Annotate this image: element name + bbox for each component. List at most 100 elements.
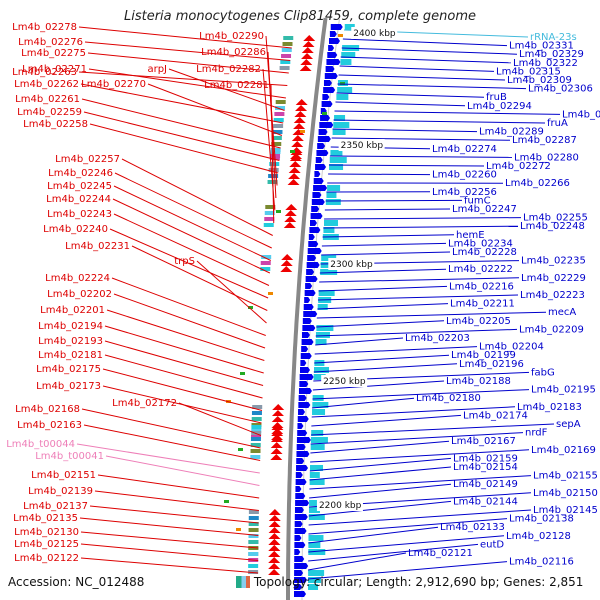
feature-band-mark (275, 106, 286, 110)
forward-gene-mark (270, 442, 283, 448)
reverse-gene-mark (298, 402, 311, 408)
forward-gene-mark (268, 545, 281, 551)
reverse-gene-mark (296, 465, 309, 471)
forward-gene-mark (287, 179, 300, 185)
label-leaders (76, 26, 561, 580)
reverse-gene-mark (324, 73, 338, 79)
leader-line (80, 83, 284, 124)
reverse-gene-mark (312, 192, 322, 198)
feature-band-mark (312, 402, 329, 408)
right-gene-label: Lm4b_02155 (533, 471, 598, 482)
feature-band-mark (332, 129, 346, 135)
reverse-gene-mark (295, 486, 302, 492)
right-gene-label: sepA (556, 419, 581, 430)
leader-line (111, 277, 266, 336)
feature-band-mark (248, 552, 259, 556)
forward-gene-mark (288, 167, 301, 173)
leader-line (311, 414, 462, 427)
leader-line (97, 474, 260, 499)
reverse-gene-mark (294, 570, 304, 576)
reverse-gene-mark (294, 556, 305, 562)
left-gene-label: Lm4b_02224 (45, 273, 110, 284)
leader-line (121, 158, 273, 236)
left-gene-label: Lm4b_02173 (36, 381, 101, 392)
reverse-gene-mark (318, 129, 328, 135)
leader-line (341, 47, 518, 55)
feature-band-mark (320, 262, 333, 268)
feature-band-mark (263, 223, 274, 227)
right-gene-label: rRNA-23s (530, 32, 577, 43)
leader-line (323, 225, 519, 229)
leader-line (80, 531, 259, 549)
right-gene-label: Lm4b_02223 (520, 290, 585, 301)
leader-line (319, 268, 447, 274)
right-gene-label: Lm4b_02150 (533, 488, 598, 499)
right-gene-label: Lm4b_02167 (451, 436, 516, 447)
reverse-gene-mark (302, 318, 312, 324)
feature-band-mark (317, 304, 328, 310)
position-tick-label: 2200 kbp (319, 501, 362, 511)
leader-line (325, 199, 463, 202)
reverse-gene-mark (302, 325, 316, 331)
reverse-gene-mark (298, 395, 307, 401)
leader-line (312, 397, 415, 409)
reverse-gene-mark (320, 115, 331, 121)
reverse-gene-mark (294, 514, 308, 520)
feature-band-mark (264, 217, 275, 221)
feature-band-mark (251, 417, 262, 421)
reverse-gene-mark (323, 87, 336, 93)
reverse-gene-mark (294, 521, 303, 527)
left-gene-label: Lm4b_02175 (36, 364, 101, 375)
feature-band-mark (308, 535, 324, 541)
leader-line (109, 228, 269, 299)
reverse-gene-mark (294, 591, 307, 597)
forward-gene-mark (284, 210, 297, 216)
map-title: Listeria monocytogenes Clip81459, comple… (123, 9, 476, 24)
left-gene-label: Lm4b_02262 (14, 79, 79, 90)
left-gene-label: Lm4b_02276 (18, 37, 83, 48)
forward-gene-mark (268, 509, 281, 515)
feature-band-mark (314, 367, 330, 373)
right-gene-label: Lm4b_02331 (509, 41, 574, 52)
right-gene-label: Lm4b_02116 (509, 557, 574, 568)
right-gene-label: Lm4b_02195 (531, 385, 596, 396)
leader-line (83, 111, 280, 161)
right-gene-label: Lm4b_02204 (479, 342, 544, 353)
small-feature-mark (224, 500, 229, 503)
reverse-gene-mark (299, 381, 309, 387)
reverse-gene-mark (315, 157, 323, 163)
forward-gene-mark (289, 161, 302, 167)
reverse-gene-mark (311, 199, 325, 205)
reverse-gene-mark (294, 563, 309, 569)
reverse-gene-mark (307, 248, 322, 254)
left-gene-label: Lm4b_02151 (31, 470, 96, 481)
feature-band-mark (341, 52, 356, 58)
leader-line (104, 354, 263, 399)
left-gene-label: Lm4b_02286 (201, 47, 266, 58)
feature-band-mark (308, 570, 325, 576)
leader-line (315, 337, 404, 346)
forward-gene-mark (284, 216, 297, 222)
leader-line (80, 543, 259, 561)
leader-line (78, 26, 292, 49)
forward-gene-mark (270, 436, 283, 442)
left-gene-label: Lm4b_02181 (38, 350, 103, 361)
reverse-gene-mark (330, 24, 343, 30)
reverse-gene-mark (301, 346, 309, 352)
left-gene-label: Lm4b_02271 (22, 64, 87, 75)
forward-gene-mark (280, 260, 293, 266)
leader-line (308, 552, 407, 571)
feature-band-mark (272, 130, 283, 134)
reverse-gene-mark (300, 353, 312, 359)
feature-band-mark (248, 516, 259, 520)
leader-line (332, 128, 478, 133)
reverse-gene-mark (298, 409, 306, 415)
right-gene-label: Lm4b_02289 (479, 127, 544, 138)
reverse-gene-mark (295, 493, 306, 499)
forward-gene-mark (302, 41, 315, 47)
reverse-gene-mark (308, 241, 319, 247)
forward-gene-mark (271, 430, 284, 436)
leader-line (324, 208, 451, 211)
right-gene-label: Lm4b_02138 (509, 514, 574, 525)
